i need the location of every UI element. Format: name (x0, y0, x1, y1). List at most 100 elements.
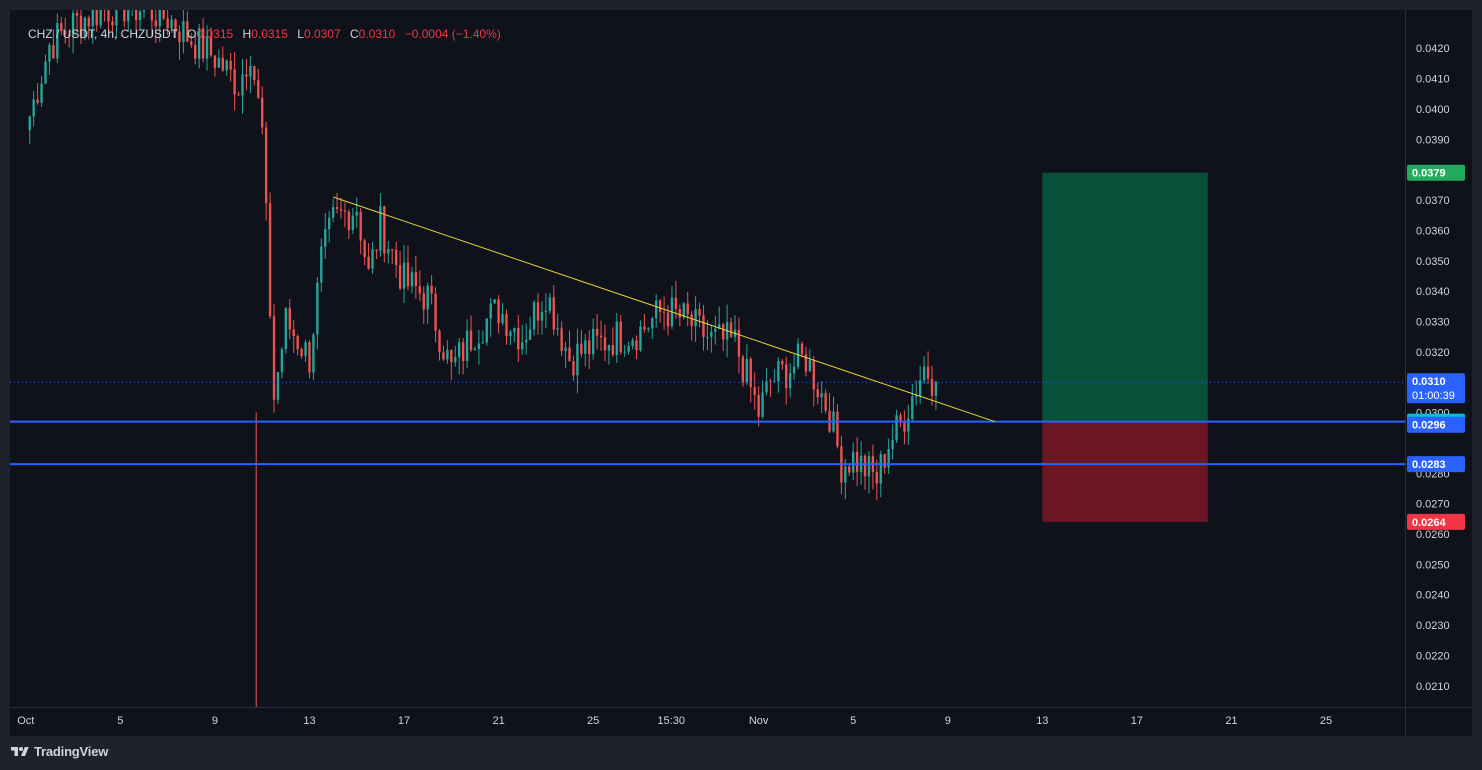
candle-body (253, 66, 256, 81)
price-tick-label: 0.0410 (1416, 74, 1450, 86)
time-tick-label: 21 (1225, 715, 1237, 727)
candle-body (521, 342, 524, 350)
candle-body (134, 10, 138, 21)
candle-body (792, 366, 796, 374)
candle-body (576, 343, 579, 376)
candle-body (867, 456, 871, 477)
candle-body (694, 309, 697, 327)
candle-body (741, 356, 745, 383)
price-tick-label: 0.0400 (1416, 104, 1450, 116)
time-tick-label: 9 (212, 715, 218, 727)
candle-body (918, 380, 922, 397)
price-tick-label: 0.0220 (1416, 650, 1450, 662)
position-profit-zone[interactable] (1042, 172, 1208, 422)
candle-body (753, 387, 756, 395)
price-tick-label: 0.0270 (1416, 499, 1450, 511)
time-tick-label: 15:30 (657, 715, 685, 727)
candle-body (615, 321, 618, 355)
candle-body (300, 349, 303, 357)
candle-body (458, 342, 461, 358)
candle-body (426, 285, 429, 310)
candle-body (761, 392, 764, 417)
price-chart[interactable]: 0.0420 0.0410 0.0400 0.0390 0.0370 0.0360 0.03… (10, 10, 1472, 736)
candle-body (568, 347, 571, 362)
candle-body (824, 393, 827, 411)
candle-body (123, 10, 126, 22)
price-label-text: 0.0296 (1412, 420, 1446, 432)
candle-body (284, 308, 288, 350)
time-tick-label: 17 (1131, 715, 1143, 727)
candle-body (729, 322, 733, 337)
price-label-text: 0.0283 (1412, 459, 1446, 471)
time-tick-label: 21 (492, 715, 504, 727)
candle-body (631, 340, 634, 347)
candle-body (524, 339, 528, 343)
position-loss-zone[interactable] (1042, 421, 1208, 522)
candle-body (48, 44, 51, 62)
candle-body (127, 10, 130, 22)
candle-body (662, 311, 666, 313)
candle-body (320, 246, 323, 283)
candle-body (174, 19, 177, 32)
price-tick-label: 0.0260 (1416, 529, 1450, 541)
candle-body (312, 334, 315, 373)
candle-body (367, 256, 370, 269)
candle-body (765, 381, 768, 393)
candle-body (359, 211, 362, 241)
time-tick-label: 13 (1036, 715, 1048, 727)
candle-body (619, 321, 622, 353)
candle-body (505, 314, 508, 337)
price-tick-label: 0.0230 (1416, 620, 1450, 632)
candle-body (64, 31, 67, 35)
price-tick-label: 0.0350 (1416, 256, 1450, 268)
candle-body (548, 297, 552, 311)
low-label: L (297, 27, 304, 41)
candle-body (308, 342, 311, 373)
candle-body (674, 297, 678, 310)
candle-body (304, 342, 307, 357)
candle-body (887, 449, 890, 468)
price-label-box (1407, 513, 1465, 530)
candle-body (698, 309, 701, 316)
candle-body (217, 57, 221, 68)
time-tick-label: 17 (398, 715, 410, 727)
candle-body (808, 360, 812, 372)
candle-body (331, 207, 335, 218)
tradingview-logo[interactable]: TradingView (10, 744, 108, 759)
candle-body (280, 349, 284, 373)
candle-body (595, 328, 599, 336)
candle-body (607, 345, 611, 351)
candle-body (276, 372, 280, 400)
candle-body (67, 34, 71, 36)
trendline[interactable] (332, 196, 996, 423)
candle-body (623, 351, 626, 353)
candle-body (60, 23, 63, 32)
candle-body (241, 74, 244, 96)
candle-body (79, 15, 83, 37)
candle-body (418, 286, 421, 294)
time-tick-label: 5 (850, 715, 856, 727)
candle-body (737, 329, 741, 357)
candle-body (706, 336, 709, 338)
candle-body (225, 60, 228, 71)
candle-body (394, 249, 398, 266)
symbol-title[interactable]: CHZ / USDT, 4h, CHZUSDT (28, 27, 178, 41)
candle-body (907, 418, 910, 432)
candle-body (162, 10, 165, 19)
candle-body (552, 297, 555, 330)
close-value: 0.0310 (358, 27, 396, 41)
price-label-box (1407, 373, 1465, 404)
candle-body (603, 337, 607, 351)
candle-body (509, 331, 512, 337)
chart-frame[interactable]: 0.0420 0.0410 0.0400 0.0390 0.0370 0.0360 0.03… (10, 10, 1472, 736)
candle-body (150, 10, 154, 21)
candle-body (580, 343, 583, 354)
price-tick-label: 0.0320 (1416, 347, 1450, 359)
price-tick-label: 0.0250 (1416, 559, 1450, 571)
candle-body (87, 17, 91, 27)
candle-body (465, 330, 469, 361)
candle-body (245, 74, 248, 77)
candle-body (643, 326, 646, 330)
candle-body (28, 116, 31, 131)
candle-body (422, 293, 425, 310)
